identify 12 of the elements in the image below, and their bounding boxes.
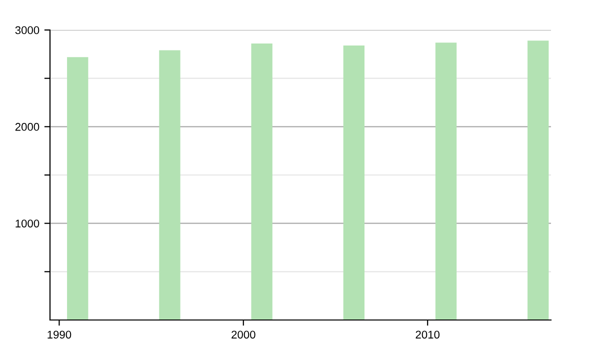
bar xyxy=(343,45,365,320)
bar xyxy=(251,44,272,320)
x-tick-label: 1990 xyxy=(48,330,72,339)
x-tick-label: 2010 xyxy=(416,330,440,339)
x-tick-label: 2000 xyxy=(232,330,256,339)
y-tick-label: 1000 xyxy=(16,220,40,228)
bar xyxy=(67,57,88,320)
bar xyxy=(159,50,180,320)
bar xyxy=(528,40,549,320)
y-tick-label: 3000 xyxy=(15,26,40,34)
y-tick-label: 2000 xyxy=(15,122,40,131)
bar xyxy=(435,42,457,320)
